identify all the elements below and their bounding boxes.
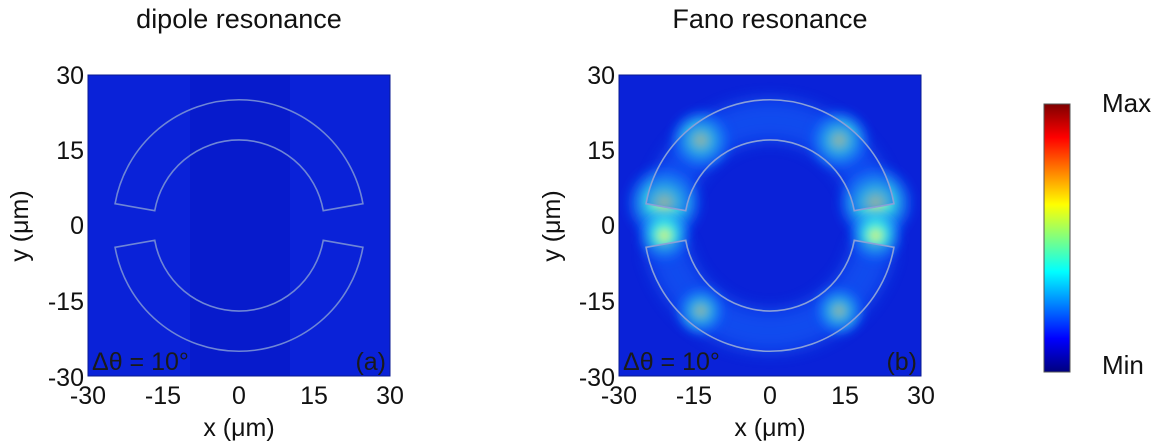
y-tick-label: 15 [587, 137, 615, 165]
panel-a-frame [87, 74, 391, 377]
x-tick-label: -30 [601, 382, 637, 410]
panel-b-x-axis-label: x (μm) [734, 414, 805, 442]
panel-b-ring [645, 98, 895, 353]
panel-a-x-ticks: -30 -15 0 15 30 [70, 382, 404, 410]
field-hotspot [672, 282, 729, 339]
panel-a-y-axis-label: y (μm) [6, 190, 34, 261]
colorbar: Max Min [1043, 88, 1151, 380]
panel-b-y-axis-label: y (μm) [538, 190, 566, 261]
ring-bottom-arc [114, 239, 364, 353]
y-tick-label: -15 [48, 288, 84, 316]
x-tick-label: 30 [907, 382, 935, 410]
y-tick-label: 30 [587, 62, 615, 90]
y-tick-label: -30 [48, 364, 84, 392]
panel-a: dipole resonance Δθ = 10° (a) -30 -15 0 … [6, 4, 404, 442]
y-tick-label: 30 [56, 62, 84, 90]
y-tick-label: 0 [601, 212, 615, 240]
x-tick-label: -15 [145, 382, 181, 410]
y-tick-label: 15 [56, 137, 84, 165]
x-tick-label: 30 [376, 382, 404, 410]
ring-top-arc [645, 98, 895, 212]
ring-bottom-arc [645, 239, 895, 353]
panel-a-x-axis-label: x (μm) [203, 414, 274, 442]
x-tick-label: 0 [763, 382, 777, 410]
y-tick-label: 0 [70, 212, 84, 240]
panel-b-label: (b) [886, 348, 917, 376]
x-tick-label: 0 [232, 382, 246, 410]
colorbar-max-label: Max [1102, 88, 1151, 118]
field-hotspot [634, 205, 695, 266]
x-tick-label: -15 [676, 382, 712, 410]
panel-a-plot [88, 75, 390, 376]
colorbar-gradient [1043, 103, 1071, 373]
y-tick-label: -30 [579, 364, 615, 392]
panel-a-title: dipole resonance [136, 4, 342, 34]
panel-a-annotation: Δθ = 10° [92, 348, 189, 376]
panel-b-y-ticks: 30 15 0 -15 -30 [579, 62, 615, 392]
panel-b-title: Fano resonance [672, 4, 867, 34]
x-tick-label: 15 [300, 382, 328, 410]
panel-a-field-center-band [190, 75, 290, 376]
panel-b-annotation: Δθ = 10° [623, 348, 720, 376]
panel-a-ring [114, 98, 364, 353]
y-tick-label: -15 [579, 288, 615, 316]
x-tick-label: -30 [70, 382, 106, 410]
panel-b: Fano resonance Δθ = 10° (b) -30 -15 0 15… [538, 4, 935, 442]
panel-b-x-ticks: -30 -15 0 15 30 [601, 382, 935, 410]
x-tick-label: 15 [831, 382, 859, 410]
panel-a-label: (a) [355, 348, 386, 376]
field-hotspot [845, 205, 906, 266]
field-hotspot [811, 282, 868, 339]
colorbar-min-label: Min [1102, 350, 1144, 380]
ring-top-arc [114, 98, 364, 212]
panel-b-field-hotspots [622, 99, 918, 352]
panel-b-plot [619, 75, 921, 376]
panel-b-frame [618, 74, 922, 377]
panel-a-y-ticks: 30 15 0 -15 -30 [48, 62, 84, 392]
